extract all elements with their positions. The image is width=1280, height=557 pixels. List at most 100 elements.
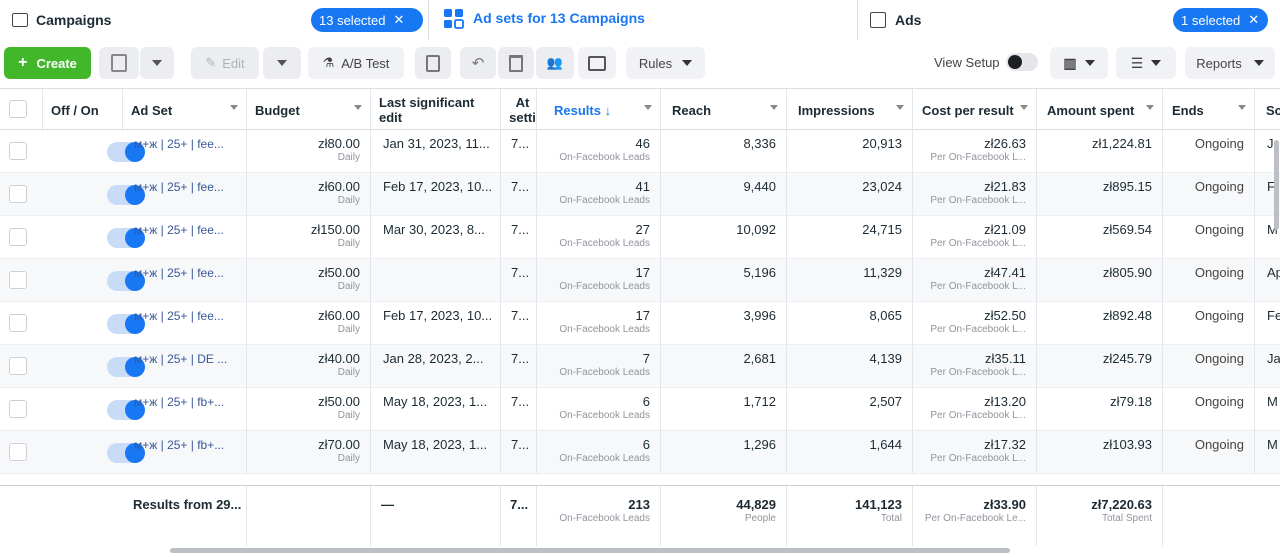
- caret-down-icon: [152, 60, 162, 66]
- col-off-on[interactable]: Off / On: [43, 89, 123, 131]
- select-all-checkbox[interactable]: [9, 100, 27, 118]
- row-checkbox[interactable]: [9, 228, 27, 246]
- ad-icon: [870, 12, 886, 28]
- toolbar: + Create ✎ Edit ⚗ A/B Test ↶ 👥 Rules Vie…: [0, 40, 1280, 86]
- clear-ads-selection-icon[interactable]: ✕: [1248, 12, 1260, 27]
- row-select-cell: [0, 431, 43, 474]
- columns-icon: ▥: [1063, 54, 1077, 71]
- toggle-knob: [1008, 55, 1022, 69]
- delivery-toggle[interactable]: [107, 271, 145, 291]
- edit-button[interactable]: ✎ Edit: [191, 47, 259, 79]
- ad-set-name-link[interactable]: м+ж | 25+ | DE ...: [134, 352, 228, 366]
- delete-button[interactable]: [498, 47, 534, 79]
- tab-ads[interactable]: Ads 1 selected ✕: [870, 0, 1280, 40]
- edit-cell: Feb 17, 2023, 10...: [371, 173, 501, 216]
- sort-caret-icon: [644, 105, 652, 110]
- footer-attr: 7...: [510, 497, 529, 512]
- table-row[interactable]: м+ж | 25+ | fb+... zł50.00 Daily May 18, 20…: [0, 388, 1280, 431]
- ad-set-name-link[interactable]: м+ж | 25+ | fee...: [134, 223, 224, 237]
- spent-cell: zł895.15: [1037, 173, 1163, 216]
- edit-value: [383, 259, 500, 265]
- col-schedule[interactable]: Sc: [1255, 89, 1280, 131]
- table-row[interactable]: м+ж | 25+ | fee... zł80.00 Daily Jan 31, 20…: [0, 130, 1280, 173]
- clipboard-icon: [426, 54, 440, 72]
- col-ad-set[interactable]: Ad Set: [123, 89, 247, 131]
- ads-selected-pill[interactable]: 1 selected ✕: [1173, 8, 1268, 32]
- delivery-toggle[interactable]: [107, 228, 145, 248]
- sched-cell: Fe: [1255, 302, 1280, 345]
- cost-cell: zł52.50 Per On-Facebook L...: [913, 302, 1037, 345]
- view-setup-toggle[interactable]: [1006, 53, 1038, 71]
- audience-button[interactable]: 👥: [536, 47, 574, 79]
- delivery-toggle[interactable]: [107, 400, 145, 420]
- campaigns-selected-pill[interactable]: 13 selected ✕: [311, 8, 423, 32]
- results-subtext: On-Facebook Leads: [559, 281, 650, 292]
- create-button[interactable]: + Create: [4, 47, 91, 79]
- duplicate-dropdown[interactable]: [140, 47, 174, 79]
- col-amount-spent[interactable]: Amount spent: [1037, 89, 1163, 131]
- delivery-toggle[interactable]: [107, 357, 145, 377]
- ad-set-name-link[interactable]: м+ж | 25+ | fb+...: [134, 438, 225, 452]
- footer-cost: zł33.90: [983, 497, 1026, 512]
- adsets-table: Off / On Ad Set Budget Last significant e…: [0, 88, 1280, 548]
- col-results[interactable]: Results ↓: [537, 89, 661, 131]
- attr-cell: 7...: [501, 259, 537, 302]
- reports-button[interactable]: Reports: [1185, 47, 1275, 79]
- tab-campaigns[interactable]: Campaigns 13 selected ✕: [12, 0, 423, 40]
- footer-reach-cell: 44,829 People: [661, 486, 787, 546]
- col-cost-per-result[interactable]: Cost per result: [913, 89, 1037, 131]
- col-impressions[interactable]: Impressions: [787, 89, 913, 131]
- row-checkbox[interactable]: [9, 357, 27, 375]
- clipboard-button[interactable]: [415, 47, 451, 79]
- vertical-scrollbar[interactable]: [1274, 140, 1279, 230]
- cost-subtext: Per On-Facebook L...: [930, 367, 1026, 378]
- attr-cell: 7...: [501, 216, 537, 259]
- breakdown-button[interactable]: ☰: [1116, 47, 1176, 79]
- row-checkbox[interactable]: [9, 400, 27, 418]
- sort-caret-icon: [896, 105, 904, 110]
- cost-cell: zł13.20 Per On-Facebook L...: [913, 388, 1037, 431]
- rules-button[interactable]: Rules: [626, 47, 705, 79]
- col-off-on-label: Off / On: [51, 102, 99, 118]
- sched-value: M: [1267, 394, 1278, 409]
- columns-button[interactable]: ▥: [1050, 47, 1108, 79]
- ab-test-button[interactable]: ⚗ A/B Test: [308, 47, 404, 79]
- col-attribution[interactable]: At setti: [501, 89, 537, 131]
- clear-selection-icon[interactable]: ✕: [393, 12, 405, 27]
- delivery-toggle[interactable]: [107, 314, 145, 334]
- col-reach[interactable]: Reach: [661, 89, 787, 131]
- table-row[interactable]: м+ж | 25+ | fee... zł60.00 Daily Feb 17, 20…: [0, 302, 1280, 345]
- row-checkbox[interactable]: [9, 314, 27, 332]
- delivery-toggle[interactable]: [107, 443, 145, 463]
- results-subtext: On-Facebook Leads: [559, 195, 650, 206]
- col-budget[interactable]: Budget: [247, 89, 371, 131]
- col-last-edit[interactable]: Last significant edit: [371, 89, 501, 131]
- row-checkbox[interactable]: [9, 271, 27, 289]
- duplicate-button[interactable]: [99, 47, 139, 79]
- row-checkbox[interactable]: [9, 185, 27, 203]
- edit-dropdown[interactable]: [263, 47, 301, 79]
- row-checkbox[interactable]: [9, 142, 27, 160]
- col-ends[interactable]: Ends: [1163, 89, 1255, 131]
- preview-button[interactable]: [578, 47, 616, 79]
- table-row[interactable]: м+ж | 25+ | fee... zł60.00 Daily Feb 17, 20…: [0, 173, 1280, 216]
- col-ends-label: Ends: [1172, 102, 1204, 118]
- ad-set-name-link[interactable]: м+ж | 25+ | fb+...: [134, 395, 225, 409]
- preview-icon: [588, 55, 606, 71]
- horizontal-scrollbar[interactable]: [170, 548, 1010, 553]
- tab-adsets[interactable]: Ad sets for 13 Campaigns: [428, 0, 858, 40]
- ad-set-name-link[interactable]: м+ж | 25+ | fee...: [134, 180, 224, 194]
- table-row[interactable]: м+ж | 25+ | fee... zł150.00 Daily Mar 30, 2…: [0, 216, 1280, 259]
- ad-set-name-link[interactable]: м+ж | 25+ | fee...: [134, 137, 224, 151]
- table-row[interactable]: м+ж | 25+ | fb+... zł70.00 Daily May 18, 20…: [0, 431, 1280, 474]
- campaigns-selected-count: 13 selected: [319, 12, 386, 28]
- delivery-toggle[interactable]: [107, 142, 145, 162]
- table-row[interactable]: м+ж | 25+ | DE ... zł40.00 Daily Jan 28, 20…: [0, 345, 1280, 388]
- cost-cell: zł47.41 Per On-Facebook L...: [913, 259, 1037, 302]
- row-checkbox[interactable]: [9, 443, 27, 461]
- table-row[interactable]: м+ж | 25+ | fee... zł50.00 Daily 7... 17 On-F…: [0, 259, 1280, 302]
- undo-button[interactable]: ↶: [460, 47, 496, 79]
- ad-set-name-link[interactable]: м+ж | 25+ | fee...: [134, 266, 224, 280]
- ad-set-name-link[interactable]: м+ж | 25+ | fee...: [134, 309, 224, 323]
- delivery-toggle[interactable]: [107, 185, 145, 205]
